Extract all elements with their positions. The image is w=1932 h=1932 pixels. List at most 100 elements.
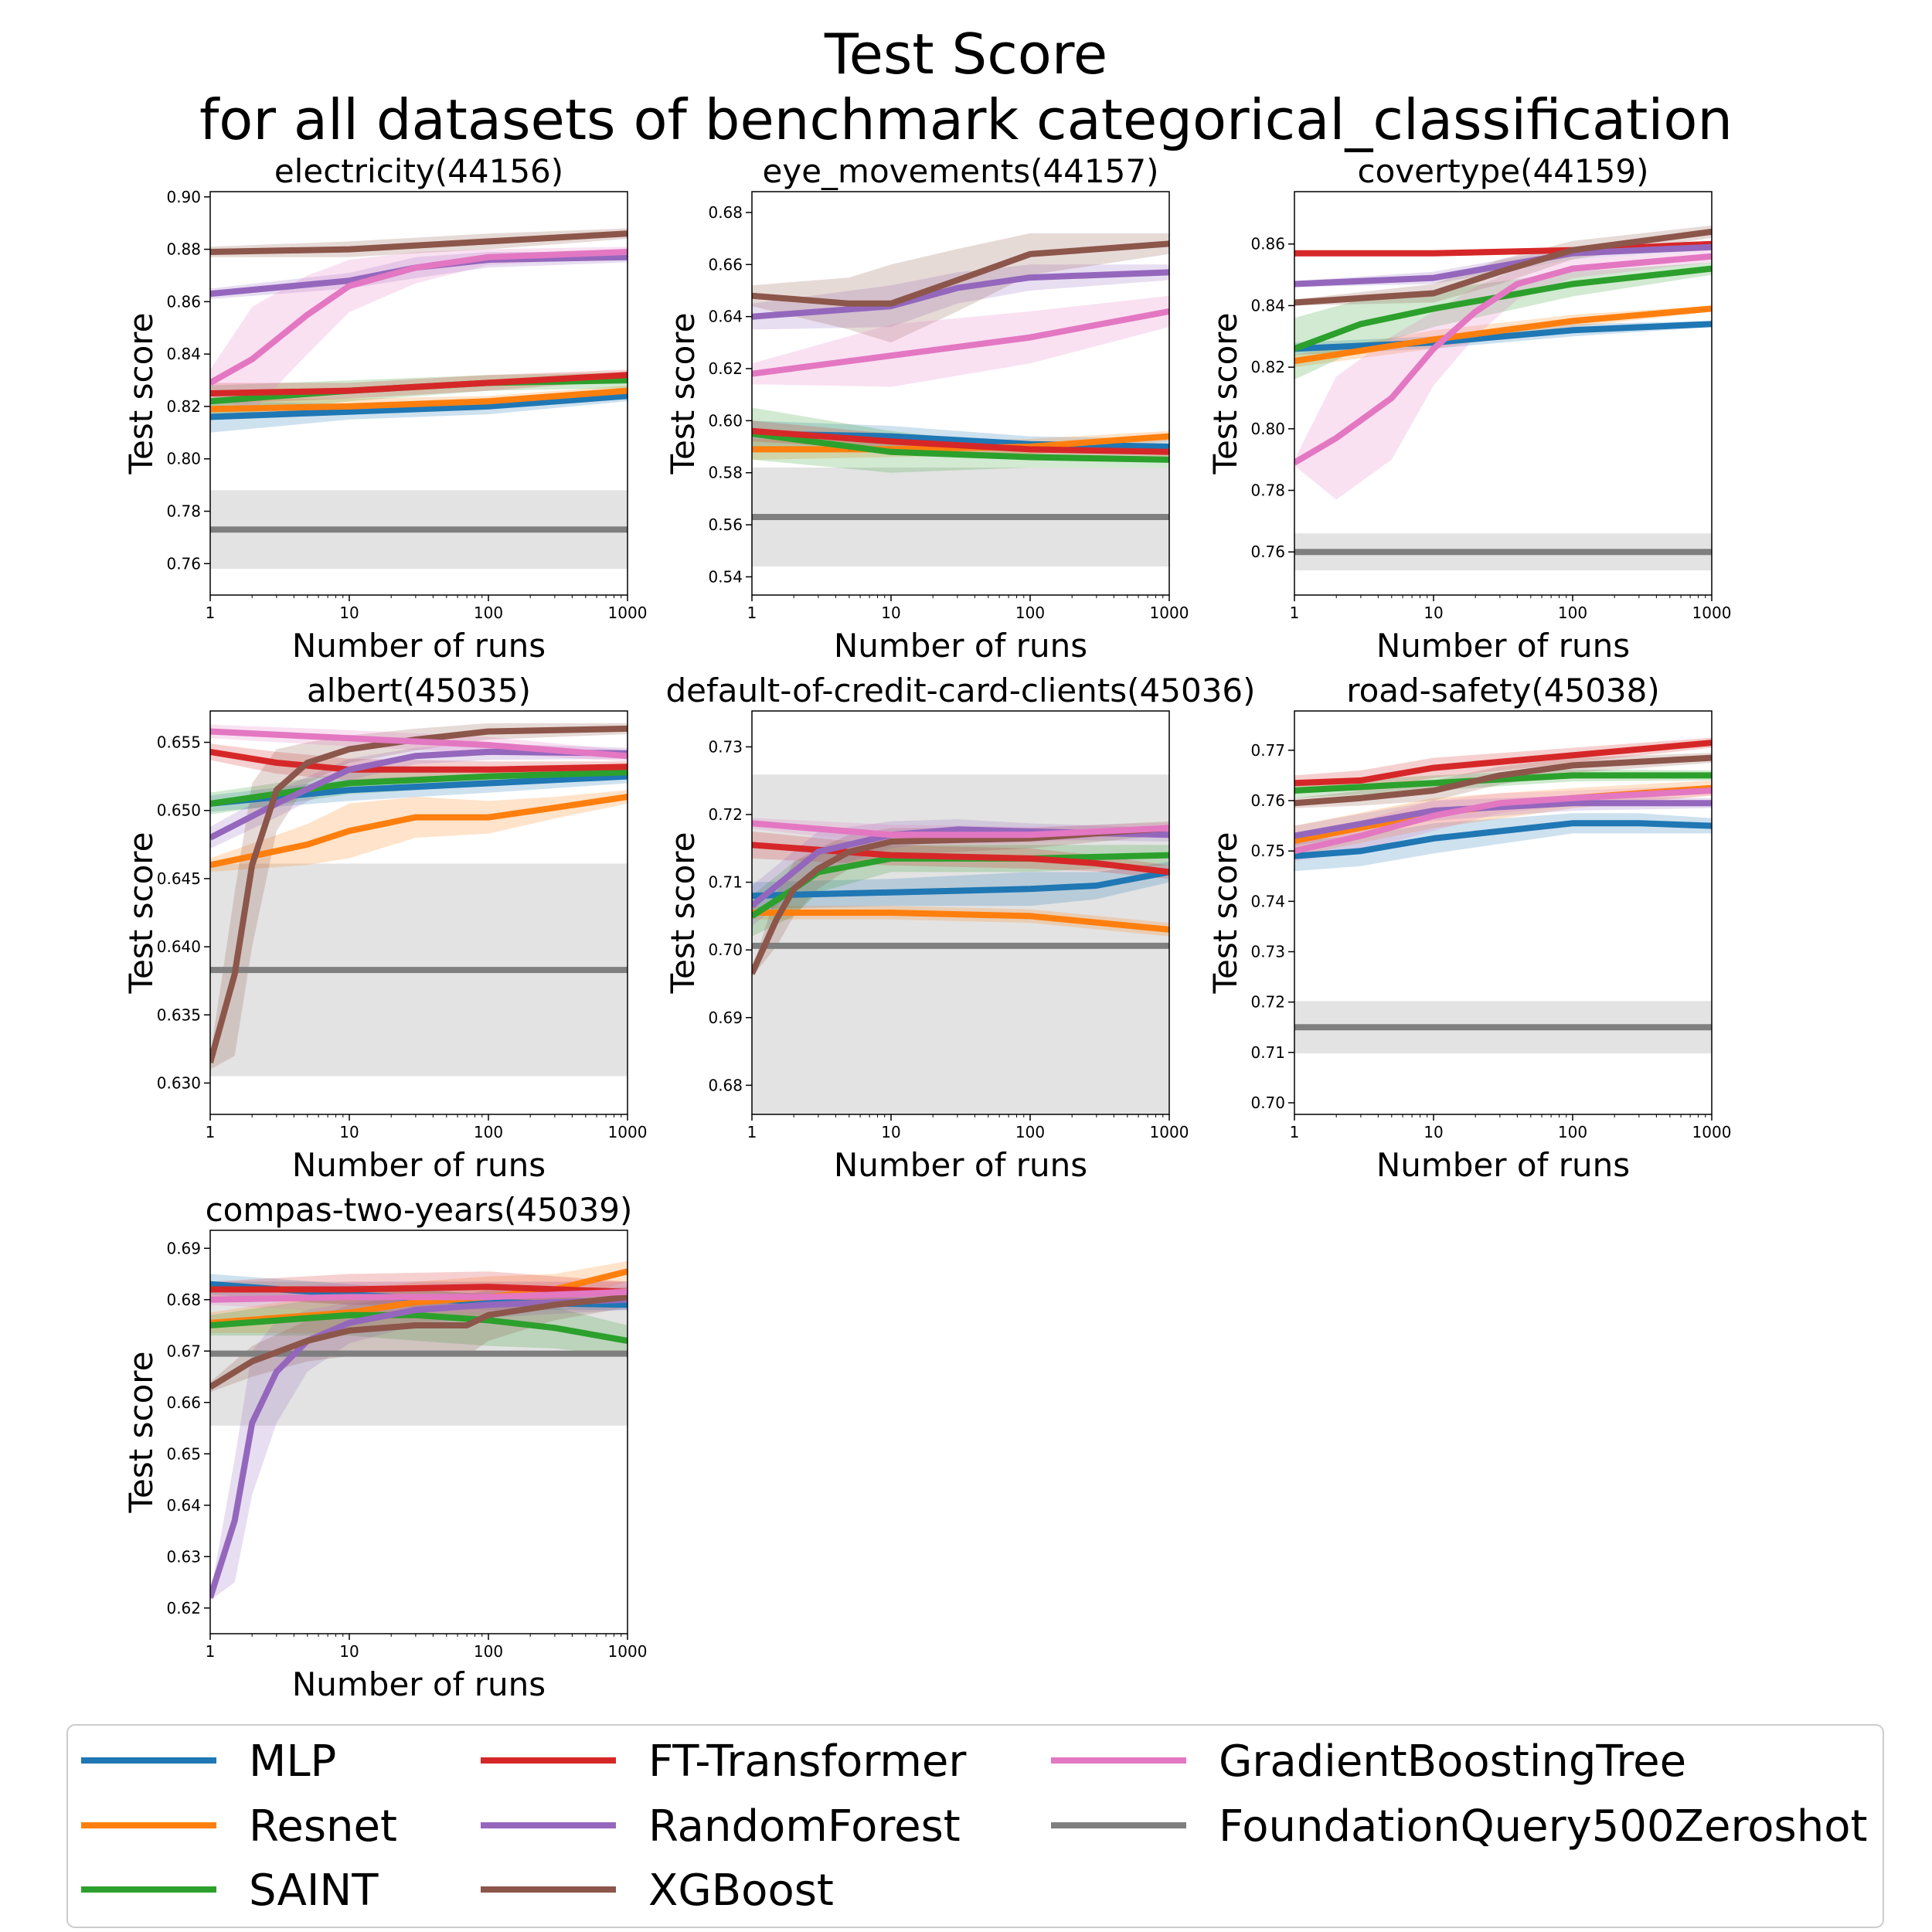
- y-tick-label: 0.635: [157, 1005, 201, 1024]
- y-tick-label: 0.84: [166, 345, 201, 363]
- legend-frame: [66, 1724, 1884, 1928]
- x-tick-label: 10: [339, 604, 359, 622]
- y-axis-label: Test score: [664, 832, 702, 995]
- y-tick-label: 0.90: [166, 188, 201, 206]
- x-tick-label: 1000: [608, 604, 648, 622]
- y-tick-label: 0.655: [157, 733, 201, 752]
- legend-item-resnet: Resnet: [81, 1801, 397, 1852]
- line-saint: [752, 430, 1169, 463]
- legend-label: MLP: [249, 1736, 336, 1787]
- subplot-eye-movements-44157: 1 10 100 1000 0.54 0.56 0.58 0.60 0.62 0.64 0.66 0.…: [664, 152, 1189, 665]
- x-tick-label: 10: [339, 1123, 359, 1141]
- y-tick-label: 0.76: [166, 554, 201, 573]
- line-randomforest: [1294, 243, 1712, 287]
- x-axis-label: Number of runs: [1376, 627, 1630, 665]
- line-gradientboostingtree: [752, 308, 1169, 377]
- y-axis-label: Test score: [122, 1352, 160, 1514]
- plot-area: [210, 228, 628, 570]
- legend: MLP Resnet SAINT FT-Transformer RandomForest…: [66, 1724, 1884, 1928]
- y-tick-label: 0.76: [1250, 543, 1285, 561]
- y-tick-label: 0.68: [708, 203, 743, 222]
- line-xgboost: [210, 725, 628, 1064]
- line-gradientboostingtree: [210, 1288, 628, 1303]
- subplot-albert-45035: 1 10 100 1000 0.630 0.635 0.640 0.645 0.650 0.655…: [122, 672, 647, 1184]
- y-axis-label: Test score: [122, 832, 160, 995]
- y-tick-label: 0.66: [166, 1393, 201, 1412]
- x-tick-label: 10: [1423, 1123, 1443, 1141]
- legend-item-saint: SAINT: [81, 1866, 379, 1916]
- x-tick-label: 100: [474, 1123, 503, 1141]
- line-mlp: [1294, 820, 1712, 859]
- x-tick-label: 1: [206, 604, 216, 622]
- x-axis-label: Number of runs: [292, 627, 546, 665]
- band-xgboost: [210, 1287, 628, 1393]
- plot-area: [1294, 737, 1712, 1054]
- legend-label: RandomForest: [648, 1801, 961, 1852]
- band-mlp: [752, 862, 1169, 910]
- band-randomforest: [1294, 795, 1712, 846]
- band-randomforest: [210, 252, 628, 299]
- x-tick-label: 1: [747, 604, 757, 622]
- x-tick-label: 1000: [1692, 1123, 1732, 1141]
- y-tick-label: 0.63: [166, 1547, 201, 1566]
- legend-item-gradientboostingtree: GradientBoostingTree: [1051, 1736, 1686, 1787]
- line-resnet: [1294, 305, 1712, 365]
- y-tick-label: 0.56: [708, 515, 743, 534]
- line-mlp: [752, 869, 1169, 900]
- band-gradientboostingtree: [752, 295, 1169, 387]
- legend-item-mlp: MLP: [81, 1736, 336, 1787]
- subplot-default-of-credit-card-clients-45036: 1 10 100 1000 0.68 0.69 0.70 0.71 0.72 0.73 defaul…: [664, 672, 1256, 1184]
- y-tick-label: 0.71: [1250, 1043, 1285, 1062]
- line-randomforest: [752, 269, 1169, 320]
- line-saint: [210, 769, 628, 807]
- x-axis-label: Number of runs: [292, 1146, 546, 1184]
- legend-item-xgboost: XGBoost: [481, 1866, 834, 1916]
- line-xgboost: [210, 1294, 628, 1390]
- line-ft-transformer: [1294, 740, 1712, 787]
- x-tick-label: 100: [474, 604, 503, 622]
- line-ft-transformer: [210, 372, 628, 396]
- y-tick-label: 0.74: [1250, 892, 1285, 910]
- plot-area: [1294, 225, 1712, 571]
- x-tick-label: 1: [206, 1123, 216, 1141]
- y-tick-label: 0.630: [157, 1073, 201, 1092]
- y-tick-label: 0.645: [157, 869, 201, 888]
- legend-label: SAINT: [249, 1866, 379, 1916]
- legend-item-foundationquery500zeroshot: FoundationQuery500Zeroshot: [1051, 1801, 1867, 1852]
- line-xgboost: [1294, 754, 1712, 807]
- y-tick-label: 0.88: [166, 240, 201, 259]
- figure-title-line1: Test Score: [824, 22, 1107, 87]
- legend-label: FoundationQuery500Zeroshot: [1219, 1801, 1867, 1852]
- line-gradientboostingtree: [1294, 787, 1712, 855]
- axes-frame: [1294, 191, 1713, 596]
- x-tick-label: 100: [474, 1642, 503, 1661]
- band-randomforest: [752, 264, 1169, 330]
- band-resnet: [1294, 780, 1712, 856]
- x-tick-label: 1: [747, 1123, 757, 1141]
- y-tick-label: 0.58: [708, 464, 743, 482]
- y-tick-label: 0.78: [1250, 481, 1285, 500]
- subplot-title: compas-two-years(45039): [206, 1191, 633, 1229]
- subplot-title: eye_movements(44157): [763, 152, 1159, 190]
- x-tick-label: 1: [206, 1642, 216, 1661]
- y-tick-label: 0.75: [1250, 842, 1285, 860]
- x-tick-label: 1000: [1692, 604, 1732, 622]
- y-tick-label: 0.82: [1250, 358, 1285, 376]
- y-tick-label: 0.80: [1250, 420, 1285, 438]
- y-tick-label: 0.65: [166, 1444, 201, 1463]
- band-gradientboostingtree: [210, 247, 628, 412]
- subplot-title: albert(45035): [307, 672, 531, 709]
- legend-label: Resnet: [249, 1801, 397, 1852]
- y-tick-label: 0.69: [166, 1239, 201, 1257]
- y-tick-label: 0.62: [166, 1599, 201, 1617]
- plot-area: [752, 233, 1169, 566]
- line-ft-transformer: [752, 427, 1169, 455]
- axes-frame: [1294, 710, 1713, 1115]
- y-tick-label: 0.62: [708, 359, 743, 378]
- line-gradientboostingtree: [752, 820, 1169, 838]
- subplot-compas-two-years-45039: 1 10 100 1000 0.62 0.63 0.64 0.65 0.66 0.67 0.68 0.…: [122, 1191, 647, 1703]
- y-tick-label: 0.67: [166, 1342, 201, 1360]
- subplot-electricity-44156: 1 10 100 1000 0.76 0.78 0.80 0.82 0.84 0.86 0.88 0.…: [122, 152, 647, 665]
- y-tick-label: 0.64: [166, 1496, 201, 1515]
